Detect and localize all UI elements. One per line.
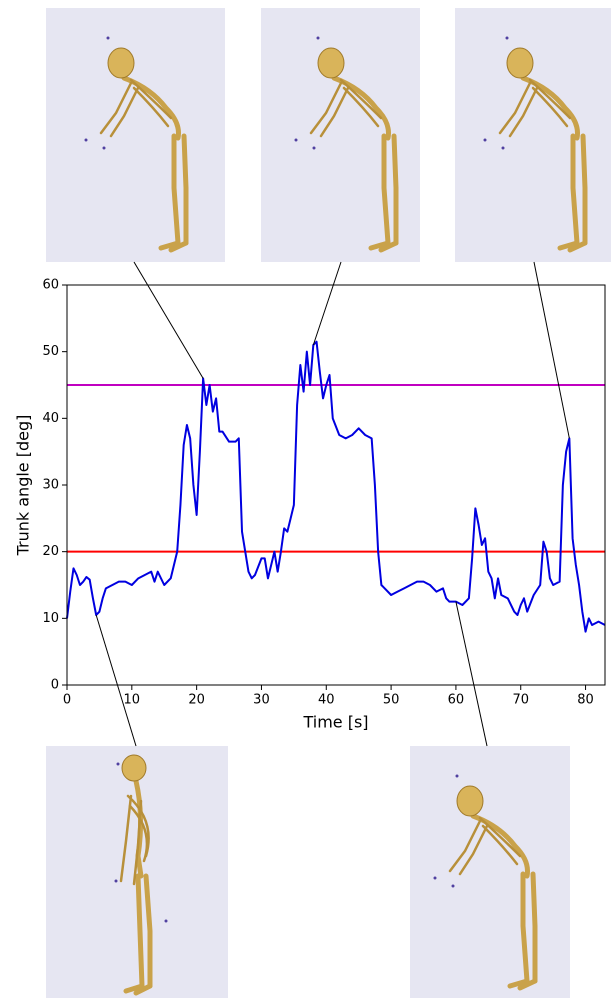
x-tick-label: 50 bbox=[383, 693, 400, 708]
y-tick-label: 0 bbox=[51, 678, 59, 693]
trunk-angle-line bbox=[66, 340, 606, 633]
x-tick-label: 0 bbox=[63, 693, 71, 708]
callout-line bbox=[133, 261, 204, 379]
y-tick-label: 30 bbox=[42, 478, 59, 493]
x-tick-label: 10 bbox=[124, 693, 141, 708]
y-tick-label: 20 bbox=[42, 544, 59, 559]
x-tick-label: 80 bbox=[577, 693, 594, 708]
x-tick-label: 60 bbox=[448, 693, 465, 708]
render-top-2 bbox=[261, 8, 420, 262]
render-bottom-1 bbox=[46, 746, 228, 998]
y-tick-label: 10 bbox=[42, 611, 59, 626]
y-axis-label: Trunk angle [deg] bbox=[14, 415, 33, 557]
y-tick-label: 60 bbox=[42, 278, 59, 293]
x-tick-label: 70 bbox=[512, 693, 529, 708]
x-tick-label: 40 bbox=[318, 693, 335, 708]
x-tick-label: 30 bbox=[253, 693, 270, 708]
render-top-3 bbox=[455, 8, 611, 262]
x-axis-label: Time [s] bbox=[302, 713, 368, 732]
x-tick-label: 20 bbox=[188, 693, 205, 708]
y-tick-label: 40 bbox=[42, 411, 59, 426]
render-bottom-2 bbox=[410, 746, 570, 998]
callout-line bbox=[533, 261, 570, 439]
callout-line bbox=[455, 601, 488, 747]
callout-line bbox=[312, 261, 342, 346]
render-top-1 bbox=[46, 8, 225, 262]
plot-frame bbox=[66, 284, 606, 686]
y-tick-label: 50 bbox=[42, 344, 59, 359]
callout-line bbox=[95, 614, 137, 747]
